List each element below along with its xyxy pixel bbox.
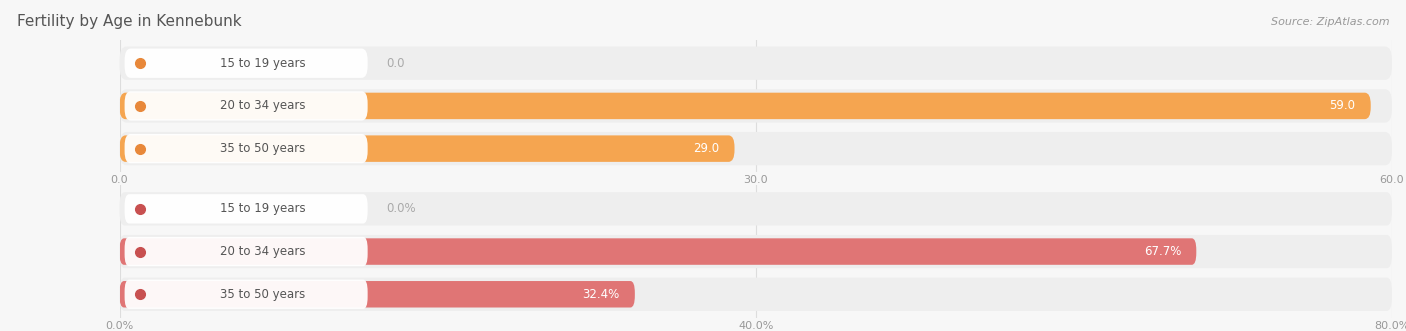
Text: 0.0%: 0.0% [387, 202, 416, 215]
FancyBboxPatch shape [120, 89, 1392, 122]
Text: 35 to 50 years: 35 to 50 years [219, 288, 305, 301]
FancyBboxPatch shape [120, 192, 1392, 225]
FancyBboxPatch shape [120, 132, 1392, 165]
FancyBboxPatch shape [125, 134, 367, 163]
FancyBboxPatch shape [125, 91, 367, 120]
FancyBboxPatch shape [120, 47, 1392, 80]
FancyBboxPatch shape [125, 49, 367, 78]
Text: 15 to 19 years: 15 to 19 years [219, 202, 305, 215]
FancyBboxPatch shape [120, 281, 636, 307]
Text: 20 to 34 years: 20 to 34 years [219, 99, 305, 113]
FancyBboxPatch shape [120, 278, 1392, 311]
Text: 35 to 50 years: 35 to 50 years [219, 142, 305, 155]
Text: 29.0: 29.0 [693, 142, 720, 155]
FancyBboxPatch shape [120, 93, 1371, 119]
Text: 59.0: 59.0 [1330, 99, 1355, 113]
FancyBboxPatch shape [125, 280, 367, 309]
FancyBboxPatch shape [120, 238, 1197, 265]
Text: 67.7%: 67.7% [1143, 245, 1181, 258]
FancyBboxPatch shape [120, 235, 1392, 268]
Text: Source: ZipAtlas.com: Source: ZipAtlas.com [1271, 17, 1389, 27]
Text: 0.0: 0.0 [387, 57, 405, 70]
Text: 20 to 34 years: 20 to 34 years [219, 245, 305, 258]
FancyBboxPatch shape [125, 237, 367, 266]
Text: 32.4%: 32.4% [582, 288, 620, 301]
FancyBboxPatch shape [125, 194, 367, 223]
Text: 15 to 19 years: 15 to 19 years [219, 57, 305, 70]
Text: Fertility by Age in Kennebunk: Fertility by Age in Kennebunk [17, 14, 242, 29]
FancyBboxPatch shape [120, 135, 734, 162]
